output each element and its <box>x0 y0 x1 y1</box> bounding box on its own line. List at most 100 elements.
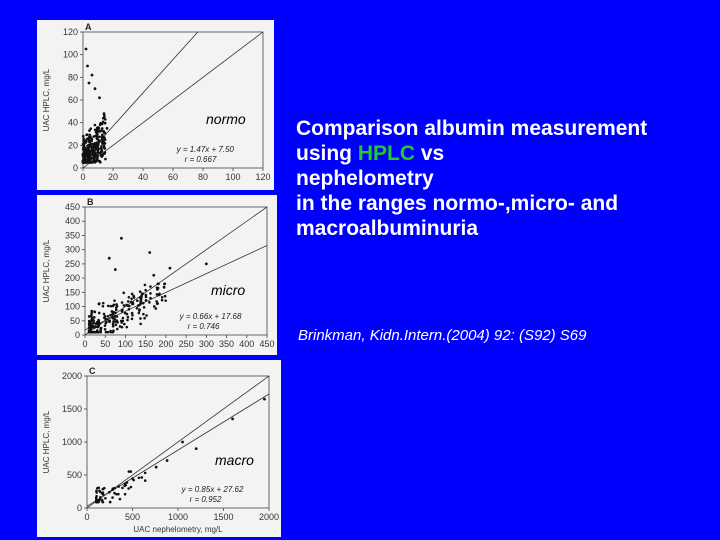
data-point <box>138 296 142 300</box>
data-point <box>111 313 115 316</box>
data-point <box>128 304 131 308</box>
panel-letter: C <box>89 366 96 376</box>
data-point <box>131 313 134 317</box>
data-point <box>115 327 119 331</box>
data-point <box>120 325 124 329</box>
title-hplc: HPLC <box>357 142 416 165</box>
data-point <box>91 325 94 329</box>
y-tick-label: 250 <box>65 259 80 269</box>
data-point <box>90 313 93 317</box>
data-point <box>111 322 115 326</box>
data-point <box>114 323 118 327</box>
data-point <box>89 149 92 153</box>
data-point <box>114 311 117 315</box>
data-point <box>100 127 104 130</box>
data-point <box>100 498 104 502</box>
data-point <box>155 286 159 289</box>
data-point <box>144 288 147 292</box>
y-tick-label: 120 <box>63 27 78 37</box>
x-tick-label: 100 <box>225 172 240 182</box>
data-point <box>93 87 97 91</box>
x-tick-label: 0 <box>84 512 89 522</box>
data-point <box>85 133 88 137</box>
data-point <box>137 311 141 315</box>
x-tick-label: 1500 <box>213 512 233 522</box>
data-point <box>97 302 101 306</box>
data-point <box>104 318 107 321</box>
data-point <box>123 492 127 496</box>
data-point <box>125 325 129 329</box>
data-point <box>88 330 91 334</box>
data-point <box>130 292 134 296</box>
data-point <box>149 292 152 295</box>
data-point <box>97 311 101 315</box>
data-point <box>81 134 85 138</box>
scatter-panel-micro: B 0 50 100 150 200 250 300 350 400 450 0 50 100 150 200… <box>37 195 277 355</box>
data-point <box>98 130 102 133</box>
data-point <box>263 397 266 401</box>
data-point <box>97 498 101 502</box>
data-point <box>96 130 100 133</box>
data-point <box>94 134 98 138</box>
data-point <box>143 479 147 482</box>
data-point <box>154 307 158 310</box>
data-point <box>107 319 111 322</box>
data-point <box>127 487 130 490</box>
title-text-2: vs <box>415 142 445 165</box>
data-point <box>102 312 106 316</box>
data-point <box>94 325 98 329</box>
data-point <box>100 133 104 137</box>
data-point <box>122 304 126 307</box>
data-point <box>109 330 113 334</box>
data-point <box>112 329 115 333</box>
y-tick-label: 150 <box>65 287 80 297</box>
data-point <box>93 128 97 132</box>
data-point <box>88 136 91 139</box>
data-point <box>99 146 103 150</box>
data-point <box>127 307 131 311</box>
data-point <box>138 290 142 293</box>
data-point <box>95 491 98 494</box>
data-point <box>137 476 141 480</box>
y-tick-label: 40 <box>68 118 78 128</box>
data-point <box>120 236 123 240</box>
x-tick-label: 60 <box>168 172 178 182</box>
data-point <box>103 315 107 318</box>
data-point <box>88 144 92 148</box>
data-point <box>93 310 97 314</box>
data-point <box>155 302 159 305</box>
y-tick-label: 60 <box>68 95 78 105</box>
data-point <box>149 285 152 288</box>
data-point <box>104 157 107 161</box>
data-point <box>117 492 120 496</box>
data-point <box>96 500 100 504</box>
data-point <box>93 123 97 127</box>
data-point <box>158 292 161 296</box>
data-point <box>87 315 91 318</box>
data-point <box>126 300 130 303</box>
data-point <box>99 495 102 499</box>
data-point <box>143 471 147 475</box>
data-point <box>94 322 98 326</box>
data-point <box>99 326 103 330</box>
data-point <box>112 320 115 323</box>
identity-line <box>87 376 269 508</box>
data-point <box>139 322 142 326</box>
data-point <box>115 303 118 306</box>
data-point <box>140 476 144 479</box>
data-point <box>100 492 104 495</box>
y-axis-title: UAC HPLC, mg/L <box>42 68 51 131</box>
scatter-panel-macro: C 0 500 1000 1500 2000 0 500 1000 1500 2000 UAC HPL… <box>37 360 281 537</box>
data-point <box>148 301 151 304</box>
data-point <box>152 305 156 308</box>
data-point <box>82 139 85 143</box>
data-point <box>162 285 166 289</box>
data-point <box>97 127 101 130</box>
x-tick-label: 400 <box>239 339 254 349</box>
data-point <box>90 147 94 151</box>
data-point <box>99 150 103 154</box>
x-axis-title: UAC nephelometry, mg/L <box>133 525 223 534</box>
x-tick-label: 2000 <box>259 512 279 522</box>
data-point <box>120 321 124 324</box>
data-point <box>98 135 101 139</box>
